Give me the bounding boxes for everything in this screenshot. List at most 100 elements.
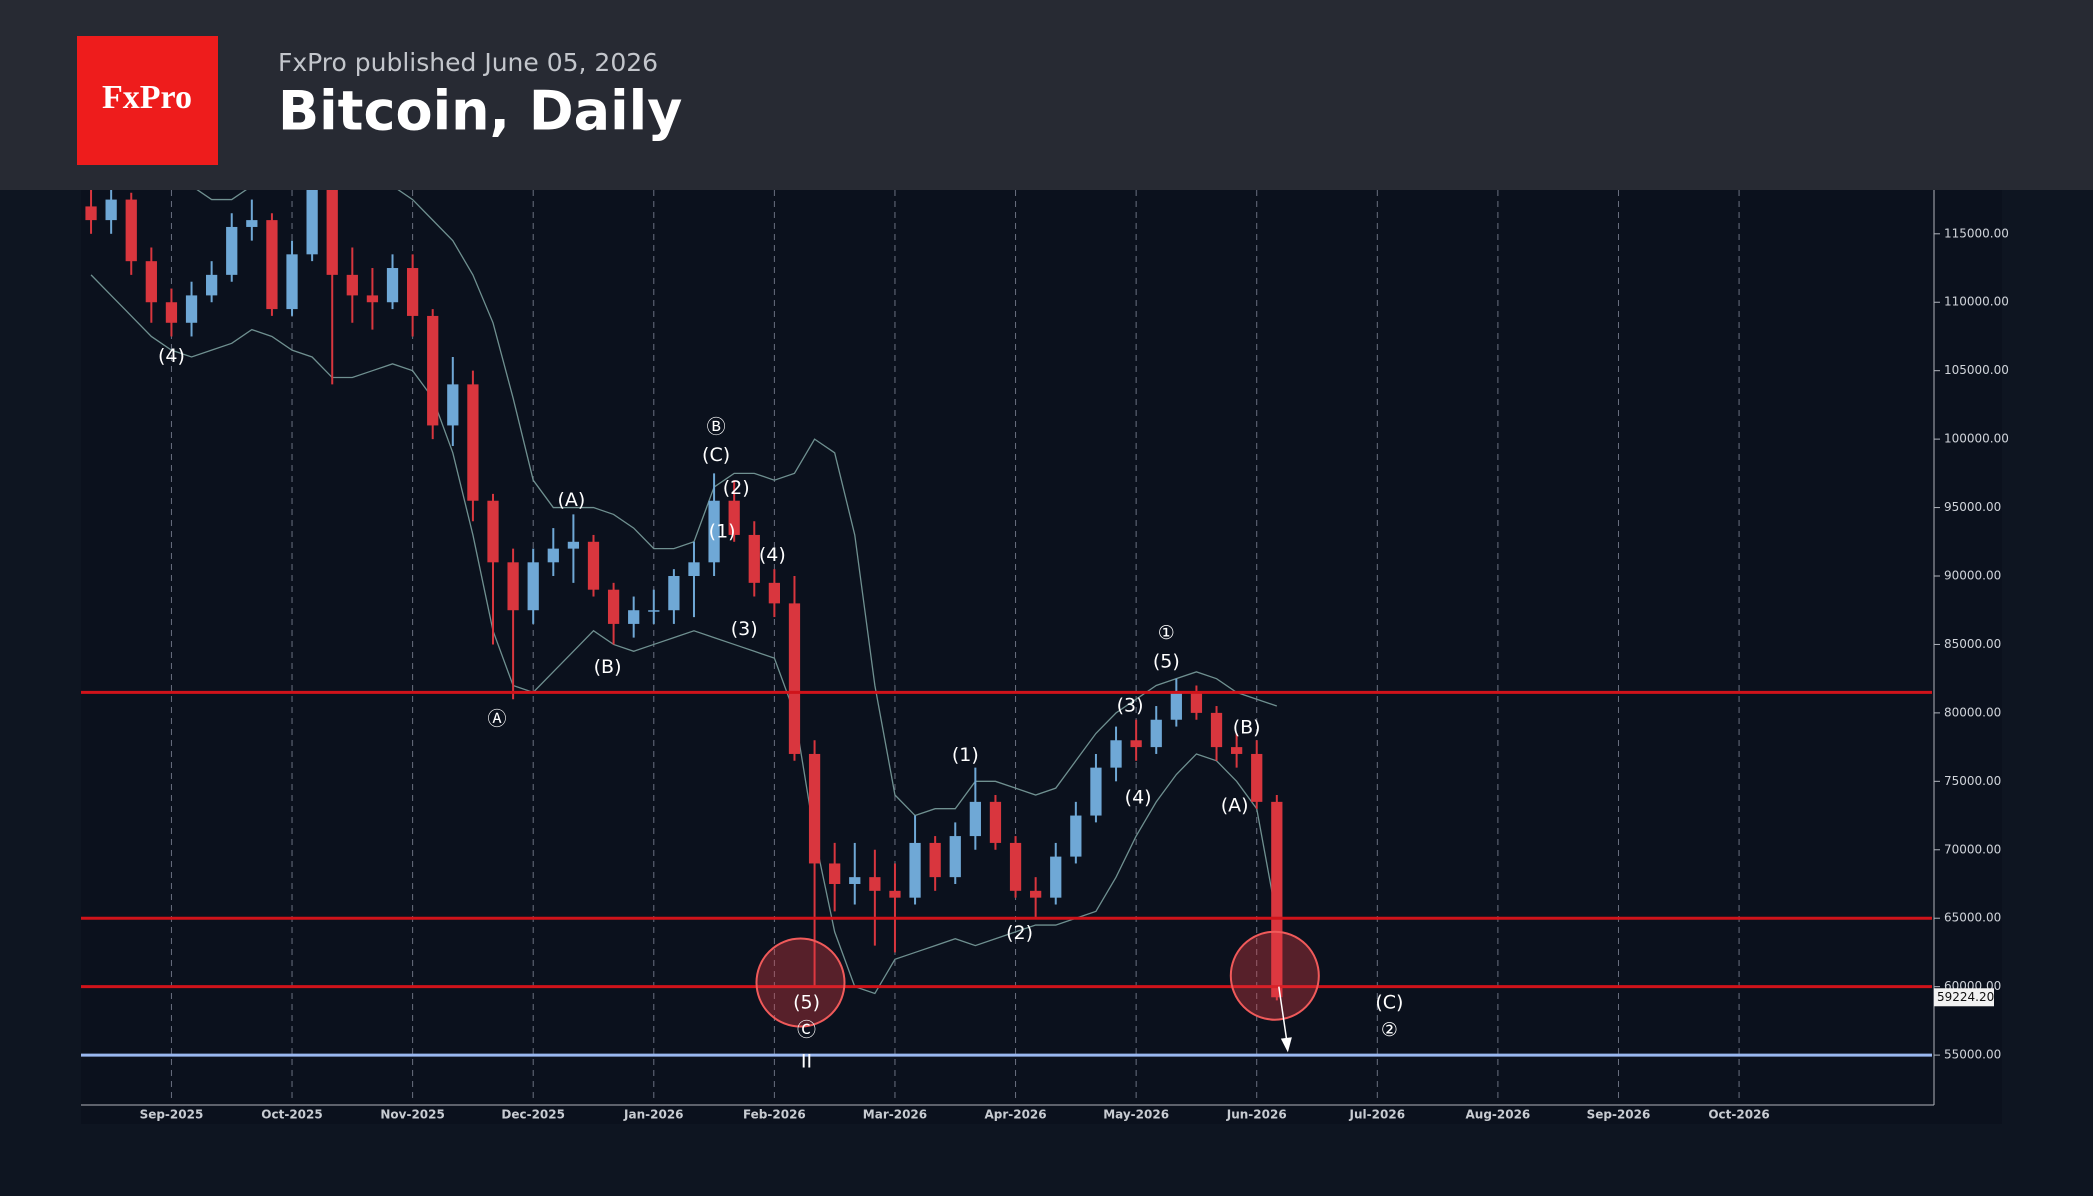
candle-body bbox=[226, 226, 238, 275]
plot bbox=[81, 190, 1932, 1103]
overlay: 55000.0060000.0065000.0070000.0075000.00… bbox=[140, 226, 2009, 1121]
candle-body bbox=[346, 274, 358, 296]
wave-label: (A) bbox=[557, 489, 585, 511]
candle-body bbox=[869, 877, 881, 891]
candle-body bbox=[748, 534, 760, 583]
wave-label: Ⓒ bbox=[797, 1019, 816, 1041]
header bbox=[0, 0, 2093, 190]
candle-body bbox=[447, 384, 459, 426]
candle-body bbox=[708, 500, 720, 563]
logo-text: FxPro bbox=[102, 79, 192, 116]
wave-label: (2) bbox=[1006, 922, 1033, 944]
candle-body bbox=[989, 801, 1002, 843]
wave-label: Ⓑ bbox=[707, 416, 726, 438]
candle-body bbox=[366, 295, 379, 303]
candle-body bbox=[648, 610, 660, 612]
y-tick-label: 110000.00 bbox=[1944, 295, 2009, 309]
candle-body bbox=[386, 268, 399, 303]
wave-label: (4) bbox=[1125, 786, 1152, 808]
candle-body bbox=[306, 190, 318, 255]
wave-label: (C) bbox=[702, 444, 730, 466]
x-tick-label: Sep-2025 bbox=[140, 1108, 204, 1122]
candle-body bbox=[527, 562, 539, 611]
candle-body bbox=[788, 603, 801, 754]
candle-body bbox=[246, 220, 258, 227]
logo bbox=[77, 36, 218, 165]
subtitle: FxPro published June 05, 2026 bbox=[278, 48, 658, 77]
candle-body bbox=[909, 842, 921, 898]
candle-body bbox=[406, 268, 419, 316]
candle-body bbox=[949, 836, 961, 878]
candle-body bbox=[829, 863, 841, 884]
x-tick-label: Oct-2025 bbox=[261, 1108, 322, 1122]
candle-body bbox=[1130, 740, 1142, 748]
plot-area bbox=[81, 190, 2002, 1124]
y-tick-label: 90000.00 bbox=[1944, 569, 2001, 583]
y-tick-label: 70000.00 bbox=[1944, 842, 2001, 856]
candle-body bbox=[628, 610, 640, 624]
wave-label: (A) bbox=[1221, 794, 1249, 816]
wave-label: (4) bbox=[158, 345, 185, 367]
candle-body bbox=[567, 541, 580, 549]
wave-label: (1) bbox=[709, 521, 736, 543]
candle-body bbox=[1170, 692, 1182, 720]
candle-body bbox=[1070, 815, 1082, 857]
y-tick-label: 95000.00 bbox=[1944, 500, 2001, 514]
candle-body bbox=[1030, 890, 1042, 898]
wave-label: (1) bbox=[952, 744, 979, 766]
candle-body bbox=[688, 562, 700, 577]
arrow bbox=[1278, 986, 1288, 1042]
candle-body bbox=[1251, 753, 1263, 802]
y-tick-label: 105000.00 bbox=[1944, 363, 2009, 377]
candle-body bbox=[507, 562, 519, 611]
x-tick-label: Jun-2026 bbox=[1226, 1108, 1287, 1122]
wave-label: (3) bbox=[731, 618, 758, 640]
candle-body bbox=[125, 199, 137, 262]
candle-body bbox=[1210, 712, 1223, 748]
candle-body bbox=[728, 500, 740, 535]
wave-label: (3) bbox=[1117, 695, 1144, 717]
wave-label: (5) bbox=[1153, 651, 1180, 673]
x-tick-label: May-2026 bbox=[1103, 1108, 1169, 1122]
candle-body bbox=[427, 315, 439, 426]
y-tick-label: 75000.00 bbox=[1944, 774, 2001, 788]
candle-body bbox=[185, 295, 198, 323]
candle-body bbox=[1230, 747, 1243, 754]
candle-body bbox=[206, 274, 218, 296]
candle-body bbox=[165, 302, 178, 323]
candle-body bbox=[467, 384, 479, 501]
candle-body bbox=[668, 576, 680, 611]
candle-body bbox=[286, 254, 298, 310]
x-tick-label: Oct-2026 bbox=[1708, 1108, 1769, 1122]
candle-body bbox=[326, 190, 338, 275]
candle-body bbox=[587, 541, 600, 590]
wave-label: (4) bbox=[759, 544, 786, 566]
candle-body bbox=[1050, 856, 1062, 898]
x-tick-label: Sep-2026 bbox=[1587, 1108, 1651, 1122]
candle-body bbox=[889, 890, 901, 898]
highlight-circle bbox=[1229, 930, 1320, 1021]
last-price-tag bbox=[1934, 988, 1994, 1007]
candle-body bbox=[1190, 692, 1203, 713]
x-tick-label: Dec-2025 bbox=[501, 1108, 565, 1122]
candle-body bbox=[607, 589, 620, 624]
candle-body bbox=[849, 877, 861, 884]
wave-label: (C) bbox=[1375, 992, 1403, 1014]
candle-body bbox=[1271, 801, 1283, 998]
candle-body bbox=[808, 753, 821, 864]
wave-label: II bbox=[801, 1050, 812, 1072]
bollinger-band bbox=[196, 190, 1278, 817]
arrow-head bbox=[1280, 1037, 1292, 1053]
candle-body bbox=[929, 842, 941, 878]
x-tick-label: Aug-2026 bbox=[1465, 1108, 1530, 1122]
y-tick-label: 115000.00 bbox=[1944, 226, 2009, 240]
candle-body bbox=[1110, 740, 1122, 768]
wave-label: (5) bbox=[793, 992, 820, 1014]
last-price-label: 59224.20 bbox=[1937, 990, 1994, 1004]
candle-body bbox=[1150, 719, 1162, 748]
y-tick-label: 65000.00 bbox=[1944, 911, 2001, 925]
candle-body bbox=[1090, 767, 1102, 816]
x-tick-label: Feb-2026 bbox=[743, 1108, 806, 1122]
x-tick-label: Jul-2026 bbox=[1349, 1108, 1406, 1122]
